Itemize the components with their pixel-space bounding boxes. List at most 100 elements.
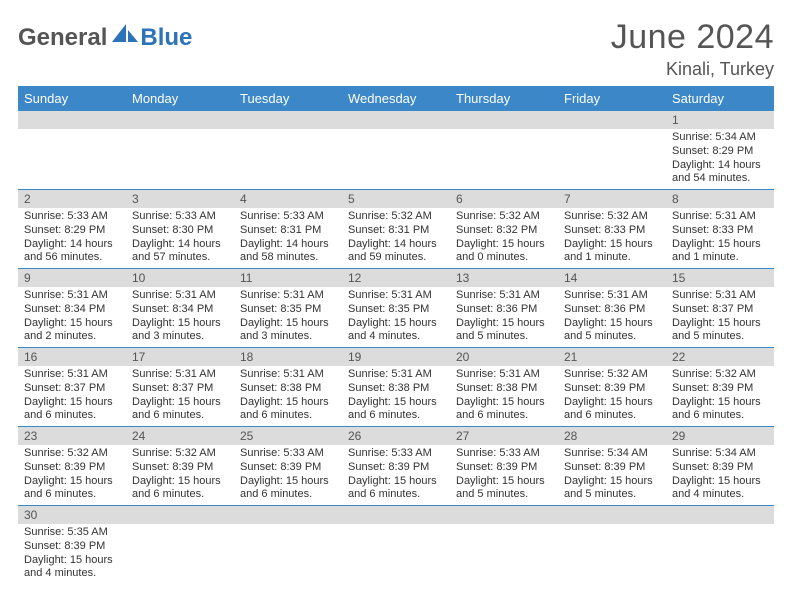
day-detail: Sunrise: 5:31 AMSunset: 8:37 PMDaylight:… [18,366,126,427]
daylight-line: Daylight: 15 hours and 6 minutes. [240,396,336,424]
sunrise-line: Sunrise: 5:33 AM [132,210,228,224]
sunset-line: Sunset: 8:39 PM [672,382,768,396]
day-detail [558,524,666,584]
daylight-line: Daylight: 15 hours and 5 minutes. [456,475,552,503]
sunrise-line: Sunrise: 5:35 AM [24,526,120,540]
daylight-line: Daylight: 15 hours and 4 minutes. [348,317,444,345]
day-number: 6 [450,190,558,209]
daylight-line: Daylight: 15 hours and 0 minutes. [456,238,552,266]
day-detail: Sunrise: 5:31 AMSunset: 8:33 PMDaylight:… [666,208,774,269]
day-number: 30 [18,506,126,525]
day-detail: Sunrise: 5:33 AMSunset: 8:31 PMDaylight:… [234,208,342,269]
day-number [558,111,666,129]
day-detail: Sunrise: 5:31 AMSunset: 8:37 PMDaylight:… [126,366,234,427]
day-detail: Sunrise: 5:33 AMSunset: 8:39 PMDaylight:… [450,445,558,506]
sunrise-line: Sunrise: 5:33 AM [24,210,120,224]
daylight-line: Daylight: 15 hours and 5 minutes. [456,317,552,345]
sunset-line: Sunset: 8:35 PM [348,303,444,317]
day-detail [666,524,774,584]
day-detail [234,129,342,190]
daylight-line: Daylight: 15 hours and 6 minutes. [240,475,336,503]
daylight-line: Daylight: 15 hours and 5 minutes. [564,317,660,345]
day-detail: Sunrise: 5:32 AMSunset: 8:39 PMDaylight:… [126,445,234,506]
day-number: 14 [558,269,666,288]
day-detail: Sunrise: 5:33 AMSunset: 8:30 PMDaylight:… [126,208,234,269]
daynum-row: 30 [18,506,774,525]
logo-text-blue: Blue [140,24,192,52]
page-title: June 2024 [611,18,774,57]
day-detail [126,524,234,584]
sunrise-line: Sunrise: 5:32 AM [24,447,120,461]
day-detail [342,129,450,190]
sunset-line: Sunset: 8:38 PM [348,382,444,396]
day-detail [342,524,450,584]
day-number [342,506,450,525]
sunset-line: Sunset: 8:36 PM [564,303,660,317]
day-number: 8 [666,190,774,209]
daylight-line: Daylight: 15 hours and 6 minutes. [672,396,768,424]
sunrise-line: Sunrise: 5:33 AM [456,447,552,461]
daylight-line: Daylight: 15 hours and 6 minutes. [132,475,228,503]
sunset-line: Sunset: 8:37 PM [132,382,228,396]
daylight-line: Daylight: 15 hours and 6 minutes. [24,475,120,503]
weekday-header-row: Sunday Monday Tuesday Wednesday Thursday… [18,86,774,111]
daylight-line: Daylight: 15 hours and 1 minute. [672,238,768,266]
daylight-line: Daylight: 15 hours and 6 minutes. [24,396,120,424]
day-detail: Sunrise: 5:33 AMSunset: 8:39 PMDaylight:… [234,445,342,506]
day-detail [126,129,234,190]
sunrise-line: Sunrise: 5:31 AM [240,289,336,303]
day-number [126,506,234,525]
day-number: 15 [666,269,774,288]
logo-text-general: General [18,24,107,52]
day-detail: Sunrise: 5:31 AMSunset: 8:36 PMDaylight:… [450,287,558,348]
sunset-line: Sunset: 8:38 PM [240,382,336,396]
daylight-line: Daylight: 15 hours and 4 minutes. [672,475,768,503]
day-detail: Sunrise: 5:34 AMSunset: 8:29 PMDaylight:… [666,129,774,190]
weekday-header: Wednesday [342,86,450,111]
daylight-line: Daylight: 15 hours and 6 minutes. [348,396,444,424]
sunset-line: Sunset: 8:36 PM [456,303,552,317]
day-detail: Sunrise: 5:31 AMSunset: 8:35 PMDaylight:… [234,287,342,348]
day-number: 26 [342,427,450,446]
logo: General Blue [18,18,192,52]
sunset-line: Sunset: 8:39 PM [132,461,228,475]
day-number: 5 [342,190,450,209]
day-detail: Sunrise: 5:31 AMSunset: 8:38 PMDaylight:… [450,366,558,427]
day-number [558,506,666,525]
weekday-header: Sunday [18,86,126,111]
sail-icon [112,24,138,49]
detail-row: Sunrise: 5:32 AMSunset: 8:39 PMDaylight:… [18,445,774,506]
detail-row: Sunrise: 5:31 AM Sunset: 8:37 PM Daylight:… [18,366,774,427]
sunrise-line: Sunrise: 5:32 AM [132,447,228,461]
day-number [234,506,342,525]
daynum-row: 2345678 [18,190,774,209]
sunrise-line: Sunrise: 5:32 AM [348,210,444,224]
day-detail [18,129,126,190]
sunset-line: Sunset: 8:34 PM [24,303,120,317]
daylight-line: Daylight: 15 hours and 3 minutes. [240,317,336,345]
daylight-line: Daylight: 15 hours and 6 minutes. [456,396,552,424]
sunrise-line: Sunrise: 5:33 AM [348,447,444,461]
day-detail: Sunrise: 5:31 AMSunset: 8:34 PMDaylight:… [126,287,234,348]
day-detail [558,129,666,190]
sunset-line: Sunset: 8:37 PM [672,303,768,317]
sunset-line: Sunset: 8:39 PM [24,461,120,475]
day-number: 29 [666,427,774,446]
sunset-line: Sunset: 8:39 PM [456,461,552,475]
sunset-line: Sunset: 8:39 PM [672,461,768,475]
sunset-line: Sunset: 8:39 PM [348,461,444,475]
detail-row: Sunrise: 5:34 AMSunset: 8:29 PMDaylight:… [18,129,774,190]
day-number: 13 [450,269,558,288]
daynum-row: 16171819202122 [18,348,774,367]
title-block: June 2024 Kinali, Turkey [611,18,774,80]
day-number [450,111,558,129]
daylight-line: Daylight: 14 hours and 54 minutes. [672,159,768,187]
daylight-line: Daylight: 14 hours and 56 minutes. [24,238,120,266]
sunrise-line: Sunrise: 5:31 AM [24,368,120,382]
daynum-row: 9101112131415 [18,269,774,288]
day-detail: Sunrise: 5:32 AMSunset: 8:33 PMDaylight:… [558,208,666,269]
day-detail [450,129,558,190]
sunrise-line: Sunrise: 5:31 AM [240,368,336,382]
day-number [126,111,234,129]
daylight-line: Daylight: 15 hours and 5 minutes. [672,317,768,345]
